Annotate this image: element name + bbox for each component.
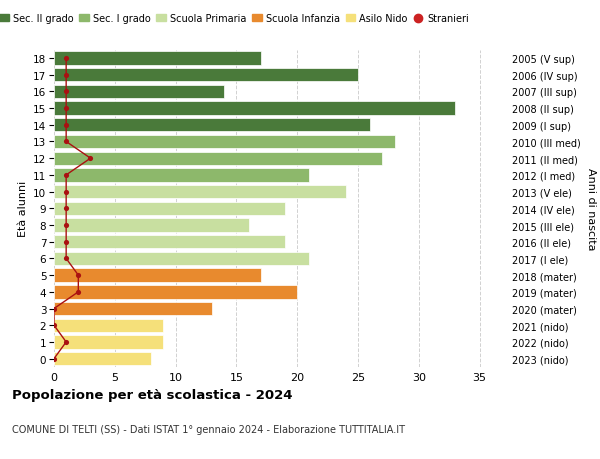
Bar <box>54 352 151 365</box>
Point <box>61 105 71 112</box>
Point <box>61 239 71 246</box>
Bar <box>54 285 297 299</box>
Bar <box>54 52 261 66</box>
Point <box>61 55 71 62</box>
Text: COMUNE DI TELTI (SS) - Dati ISTAT 1° gennaio 2024 - Elaborazione TUTTITALIA.IT: COMUNE DI TELTI (SS) - Dati ISTAT 1° gen… <box>12 425 405 435</box>
Bar <box>54 119 370 132</box>
Point <box>61 72 71 79</box>
Point <box>61 122 71 129</box>
Bar <box>54 219 248 232</box>
Point <box>74 272 83 279</box>
Point <box>49 305 59 313</box>
Point <box>49 355 59 363</box>
Bar <box>54 169 310 182</box>
Y-axis label: Età alunni: Età alunni <box>17 181 28 237</box>
Point <box>61 189 71 196</box>
Bar <box>54 135 395 149</box>
Bar <box>54 336 163 349</box>
Point <box>49 322 59 329</box>
Bar <box>54 152 382 166</box>
Point <box>61 89 71 96</box>
Point <box>61 255 71 263</box>
Point <box>61 172 71 179</box>
Bar <box>54 302 212 315</box>
Point <box>86 155 95 162</box>
Legend: Sec. II grado, Sec. I grado, Scuola Primaria, Scuola Infanzia, Asilo Nido, Stran: Sec. II grado, Sec. I grado, Scuola Prim… <box>0 14 469 24</box>
Bar <box>54 235 285 249</box>
Bar <box>54 85 224 99</box>
Bar <box>54 185 346 199</box>
Text: Popolazione per età scolastica - 2024: Popolazione per età scolastica - 2024 <box>12 388 293 401</box>
Bar <box>54 202 285 216</box>
Point <box>61 222 71 229</box>
Point <box>61 339 71 346</box>
Y-axis label: Anni di nascita: Anni di nascita <box>586 168 596 250</box>
Bar <box>54 269 261 282</box>
Bar <box>54 319 163 332</box>
Point <box>61 205 71 213</box>
Bar <box>54 252 310 265</box>
Point <box>61 139 71 146</box>
Bar <box>54 102 455 116</box>
Point <box>74 289 83 296</box>
Bar <box>54 69 358 82</box>
